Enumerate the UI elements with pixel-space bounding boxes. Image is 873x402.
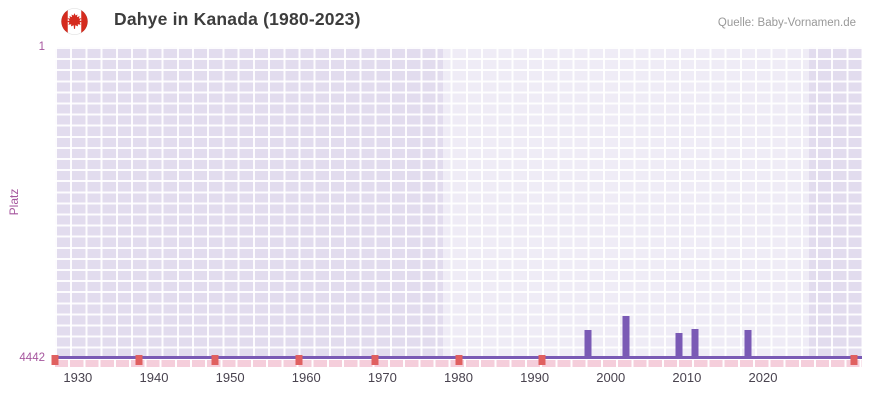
rank-bar[interactable] (744, 330, 752, 357)
no-rank-marker (850, 355, 858, 365)
no-rank-marker (295, 355, 303, 365)
rank-bar[interactable] (691, 328, 698, 357)
x-tick-label: 1950 (215, 370, 245, 385)
x-tick-label: 1960 (291, 370, 321, 385)
x-tick-label: 2000 (596, 370, 626, 385)
source-attribution: Quelle: Baby-Vornamen.de (717, 17, 856, 29)
no-rank-marker (371, 355, 379, 365)
rank-bar[interactable] (675, 333, 683, 357)
y-tick-bottom: 4442 (19, 352, 45, 364)
x-axis-labels: 1930 1940 1950 1960 1970 1980 1990 2000 2010 2020 (55, 370, 862, 388)
grid-lines (55, 47, 862, 358)
no-rank-marker (211, 355, 219, 365)
no-rank-marker (455, 355, 462, 365)
rank-bar[interactable] (622, 316, 630, 357)
no-rank-marker (135, 355, 143, 365)
x-tick-label: 1990 (520, 370, 550, 385)
x-tick-label: 1970 (367, 370, 397, 385)
x-tick-label: 1980 (444, 370, 473, 385)
x-tick-label: 1940 (139, 370, 169, 385)
no-rank-marker (538, 355, 546, 365)
y-axis-title: Platz (7, 188, 21, 216)
x-tick-label: 1930 (63, 370, 93, 385)
plot-area (51, 47, 862, 367)
page-title: Dahye in Kanada (1980-2023) (114, 9, 361, 29)
x-tick-label: 2010 (672, 370, 702, 385)
x-tick-label: 2020 (748, 370, 778, 385)
rank-bar[interactable] (584, 330, 592, 357)
no-rank-marker (51, 355, 59, 365)
canada-flag-icon (61, 8, 88, 35)
y-tick-top: 1 (38, 41, 45, 53)
